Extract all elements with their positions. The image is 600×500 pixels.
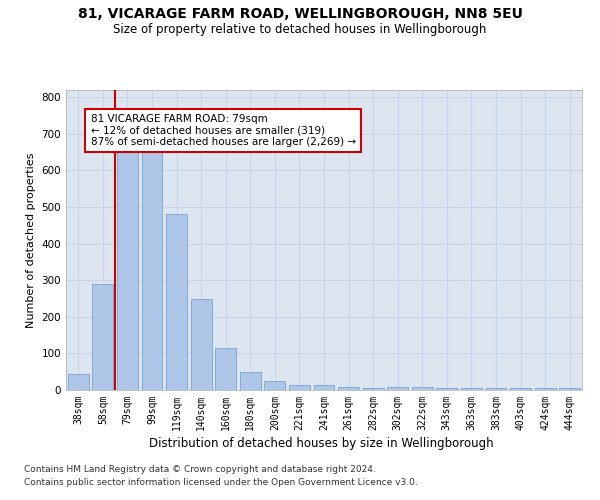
Bar: [240, 372, 261, 390]
Bar: [535, 388, 556, 390]
Text: 81, VICARAGE FARM ROAD, WELLINGBOROUGH, NN8 5EU: 81, VICARAGE FARM ROAD, WELLINGBOROUGH, …: [77, 8, 523, 22]
Text: Size of property relative to detached houses in Wellingborough: Size of property relative to detached ho…: [113, 22, 487, 36]
Bar: [68, 374, 89, 390]
Bar: [166, 214, 187, 390]
Bar: [117, 150, 138, 390]
Text: Distribution of detached houses by size in Wellingborough: Distribution of detached houses by size …: [149, 438, 493, 450]
Bar: [510, 388, 531, 390]
Bar: [338, 387, 359, 390]
Bar: [559, 388, 580, 390]
Y-axis label: Number of detached properties: Number of detached properties: [26, 152, 36, 328]
Text: 81 VICARAGE FARM ROAD: 79sqm
← 12% of detached houses are smaller (319)
87% of s: 81 VICARAGE FARM ROAD: 79sqm ← 12% of de…: [91, 114, 356, 147]
Bar: [92, 284, 113, 390]
Bar: [191, 298, 212, 390]
Text: Contains HM Land Registry data © Crown copyright and database right 2024.: Contains HM Land Registry data © Crown c…: [24, 466, 376, 474]
Bar: [387, 387, 408, 390]
Bar: [461, 388, 482, 390]
Bar: [362, 388, 383, 390]
Bar: [314, 385, 334, 390]
Bar: [142, 146, 163, 390]
Bar: [265, 381, 286, 390]
Bar: [412, 387, 433, 390]
Bar: [436, 388, 457, 390]
Bar: [215, 348, 236, 390]
Bar: [485, 388, 506, 390]
Text: Contains public sector information licensed under the Open Government Licence v3: Contains public sector information licen…: [24, 478, 418, 487]
Bar: [289, 385, 310, 390]
